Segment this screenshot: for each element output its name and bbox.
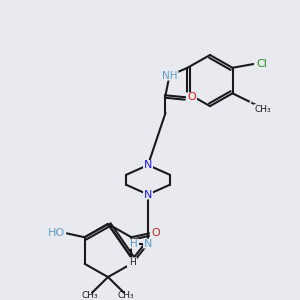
FancyBboxPatch shape xyxy=(143,160,153,170)
FancyBboxPatch shape xyxy=(250,101,251,103)
FancyBboxPatch shape xyxy=(160,71,178,81)
Text: H: H xyxy=(129,258,135,267)
Text: HO: HO xyxy=(48,228,65,238)
Text: O: O xyxy=(187,92,196,102)
Text: N: N xyxy=(144,190,152,200)
Text: O: O xyxy=(151,228,160,238)
FancyBboxPatch shape xyxy=(129,239,139,249)
FancyBboxPatch shape xyxy=(143,190,153,200)
Text: CH₃: CH₃ xyxy=(118,291,134,300)
FancyBboxPatch shape xyxy=(127,257,137,267)
FancyBboxPatch shape xyxy=(47,228,66,238)
FancyBboxPatch shape xyxy=(254,104,271,114)
Text: Cl: Cl xyxy=(256,59,267,69)
Text: N: N xyxy=(144,238,152,249)
FancyBboxPatch shape xyxy=(254,59,269,69)
Text: N: N xyxy=(144,160,152,170)
FancyBboxPatch shape xyxy=(150,228,161,238)
FancyBboxPatch shape xyxy=(186,92,197,102)
Text: CH₃: CH₃ xyxy=(254,105,271,114)
FancyBboxPatch shape xyxy=(143,239,153,249)
Text: H: H xyxy=(130,238,138,249)
Text: CH₃: CH₃ xyxy=(82,291,98,300)
Text: NH: NH xyxy=(162,70,177,81)
